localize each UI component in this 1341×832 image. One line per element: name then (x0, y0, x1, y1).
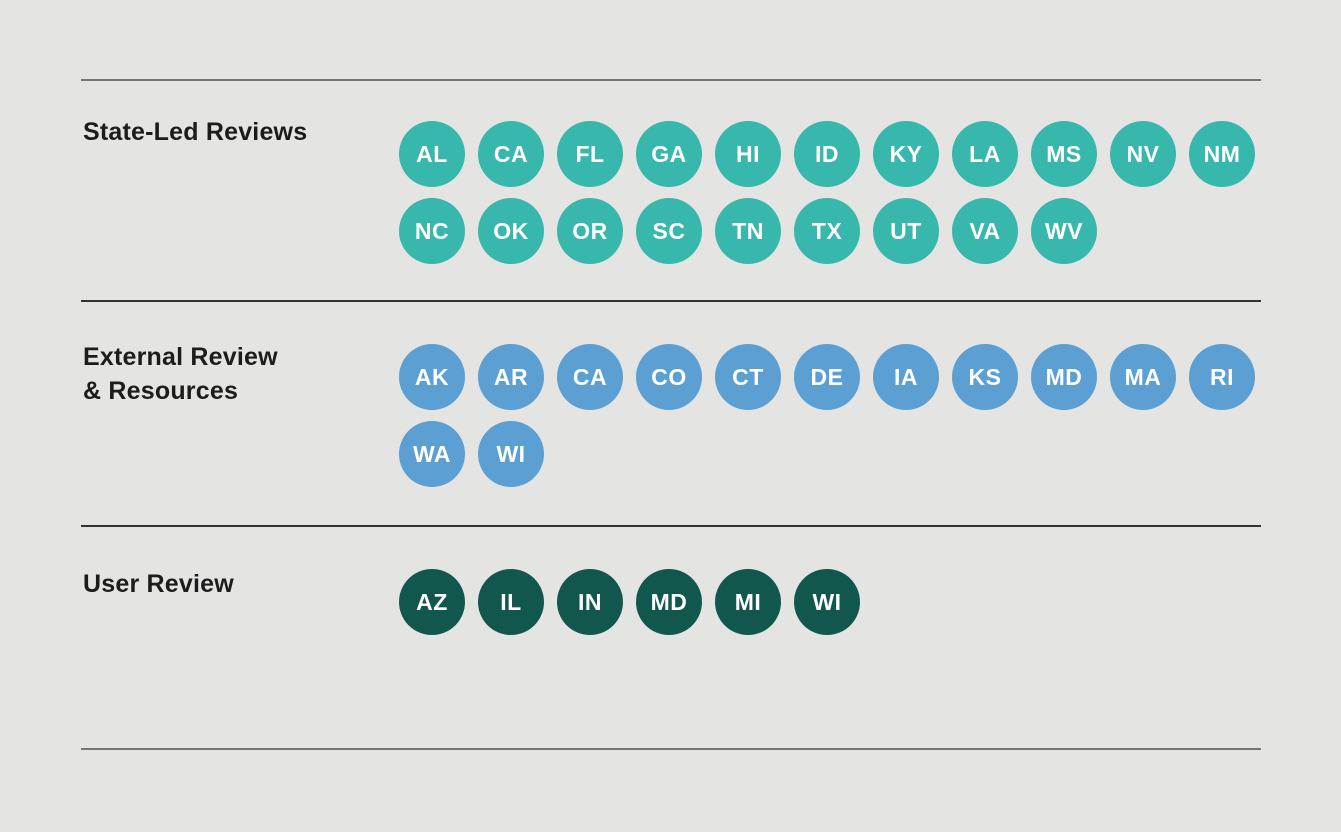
divider-middle-2 (81, 525, 1261, 527)
state-circle-de: DE (794, 344, 860, 410)
state-circle-ar: AR (478, 344, 544, 410)
state-circle-az: AZ (399, 569, 465, 635)
state-circle-in: IN (557, 569, 623, 635)
state-circle-il: IL (478, 569, 544, 635)
state-circle-ia: IA (873, 344, 939, 410)
state-circle-tn: TN (715, 198, 781, 264)
state-circle-tx: TX (794, 198, 860, 264)
state-circle-md: MD (636, 569, 702, 635)
section-label-external-review-resources: External Review & Resources (83, 343, 278, 405)
state-circle-fl: FL (557, 121, 623, 187)
state-circle-va: VA (952, 198, 1018, 264)
state-circle-la: LA (952, 121, 1018, 187)
divider-top (81, 79, 1261, 81)
state-circle-group-external-review-resources: AK AR CA CO CT DE IA KS MD MA RI WA WI (399, 344, 1259, 487)
state-circle-co: CO (636, 344, 702, 410)
section-label-user-review: User Review (83, 570, 234, 598)
state-circle-wi: WI (478, 421, 544, 487)
state-circle-ri: RI (1189, 344, 1255, 410)
state-circle-ks: KS (952, 344, 1018, 410)
state-circle-ca: CA (557, 344, 623, 410)
state-circle-sc: SC (636, 198, 702, 264)
state-circle-ky: KY (873, 121, 939, 187)
state-circle-wi: WI (794, 569, 860, 635)
section-label-state-led-reviews: State-Led Reviews (83, 118, 308, 146)
state-circle-ma: MA (1110, 344, 1176, 410)
state-circle-nm: NM (1189, 121, 1255, 187)
state-circle-id: ID (794, 121, 860, 187)
state-circle-ut: UT (873, 198, 939, 264)
state-circle-group-user-review: AZ IL IN MD MI WI (399, 569, 1259, 635)
state-circle-wa: WA (399, 421, 465, 487)
state-circle-or: OR (557, 198, 623, 264)
state-circle-ca: CA (478, 121, 544, 187)
state-circle-ok: OK (478, 198, 544, 264)
state-circle-hi: HI (715, 121, 781, 187)
state-circle-nc: NC (399, 198, 465, 264)
divider-bottom (81, 748, 1261, 750)
divider-middle-1 (81, 300, 1261, 302)
state-circle-ga: GA (636, 121, 702, 187)
state-circle-mi: MI (715, 569, 781, 635)
state-circle-group-state-led-reviews: AL CA FL GA HI ID KY LA MS NV NM NC OK OR SC TN TX UT VA WV (399, 121, 1259, 264)
state-circle-md: MD (1031, 344, 1097, 410)
state-circle-ak: AK (399, 344, 465, 410)
state-circle-ms: MS (1031, 121, 1097, 187)
state-circle-wv: WV (1031, 198, 1097, 264)
state-circle-ct: CT (715, 344, 781, 410)
state-circle-nv: NV (1110, 121, 1176, 187)
state-circle-al: AL (399, 121, 465, 187)
